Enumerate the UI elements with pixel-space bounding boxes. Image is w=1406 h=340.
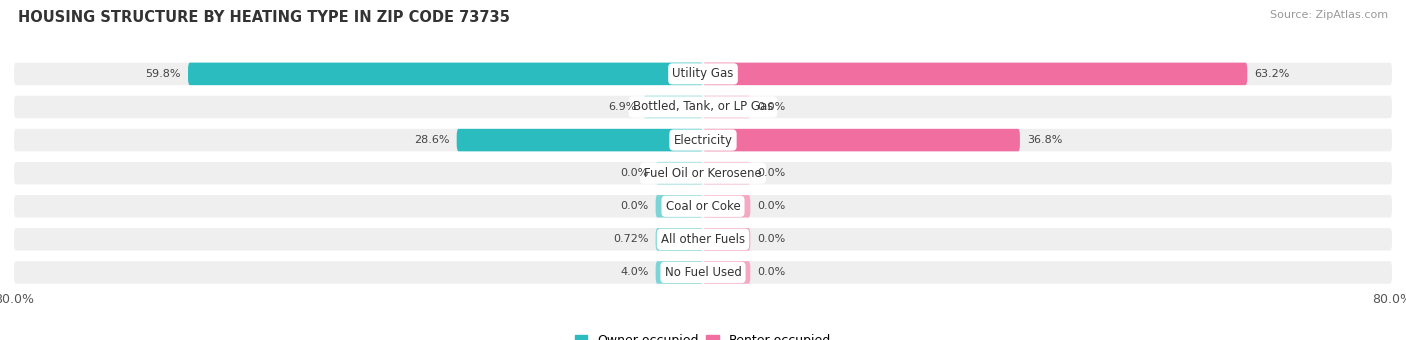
FancyBboxPatch shape [644,96,703,118]
Legend: Owner-occupied, Renter-occupied: Owner-occupied, Renter-occupied [569,329,837,340]
FancyBboxPatch shape [703,162,751,184]
Text: No Fuel Used: No Fuel Used [665,266,741,279]
FancyBboxPatch shape [703,195,751,218]
FancyBboxPatch shape [655,228,703,251]
Text: Coal or Coke: Coal or Coke [665,200,741,213]
Text: 6.9%: 6.9% [609,102,637,112]
Text: 0.0%: 0.0% [758,168,786,178]
Text: 63.2%: 63.2% [1254,69,1289,79]
FancyBboxPatch shape [14,129,1392,151]
FancyBboxPatch shape [655,261,703,284]
FancyBboxPatch shape [14,195,1392,218]
Text: 4.0%: 4.0% [620,268,648,277]
FancyBboxPatch shape [703,261,751,284]
Text: 0.0%: 0.0% [620,201,648,211]
Text: 28.6%: 28.6% [415,135,450,145]
FancyBboxPatch shape [14,228,1392,251]
Text: 36.8%: 36.8% [1026,135,1062,145]
Text: 0.0%: 0.0% [758,234,786,244]
FancyBboxPatch shape [14,63,1392,85]
FancyBboxPatch shape [14,261,1392,284]
Text: Electricity: Electricity [673,134,733,147]
Text: 59.8%: 59.8% [146,69,181,79]
FancyBboxPatch shape [655,195,703,218]
Text: 0.0%: 0.0% [758,201,786,211]
FancyBboxPatch shape [655,162,703,184]
FancyBboxPatch shape [703,129,1019,151]
Text: Utility Gas: Utility Gas [672,67,734,80]
Text: Bottled, Tank, or LP Gas: Bottled, Tank, or LP Gas [633,101,773,114]
FancyBboxPatch shape [14,96,1392,118]
Text: HOUSING STRUCTURE BY HEATING TYPE IN ZIP CODE 73735: HOUSING STRUCTURE BY HEATING TYPE IN ZIP… [18,10,510,25]
Text: Fuel Oil or Kerosene: Fuel Oil or Kerosene [644,167,762,180]
Text: 0.72%: 0.72% [613,234,648,244]
Text: 0.0%: 0.0% [758,268,786,277]
FancyBboxPatch shape [188,63,703,85]
FancyBboxPatch shape [703,63,1247,85]
FancyBboxPatch shape [457,129,703,151]
Text: Source: ZipAtlas.com: Source: ZipAtlas.com [1270,10,1388,20]
Text: 0.0%: 0.0% [620,168,648,178]
FancyBboxPatch shape [14,162,1392,184]
FancyBboxPatch shape [703,96,751,118]
Text: 0.0%: 0.0% [758,102,786,112]
FancyBboxPatch shape [703,228,751,251]
Text: All other Fuels: All other Fuels [661,233,745,246]
